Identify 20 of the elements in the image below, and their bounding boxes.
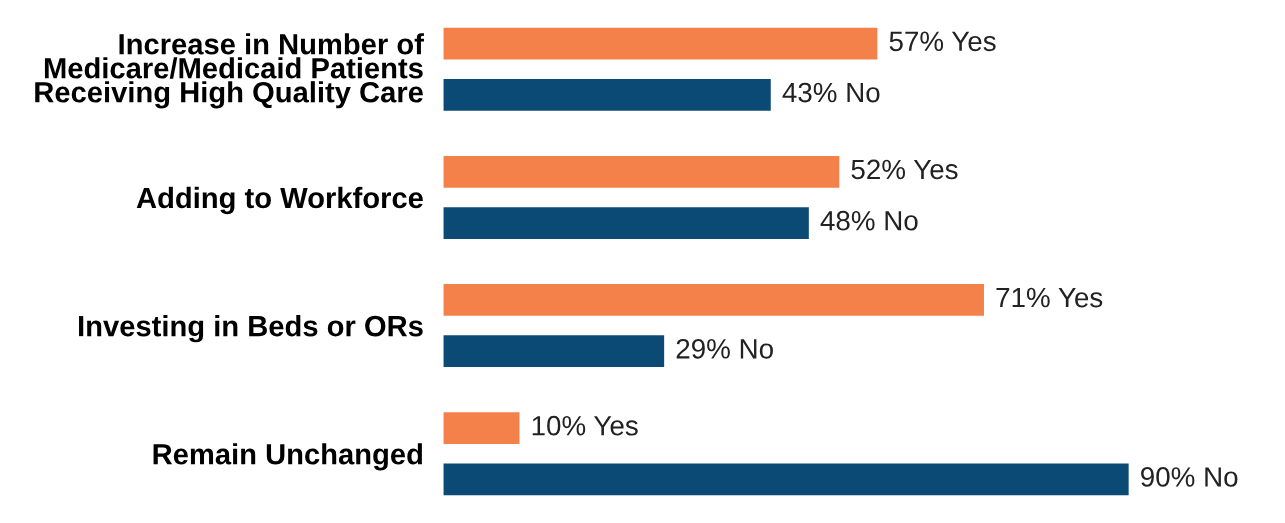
y-tick-label: Remain Unchanged bbox=[153, 443, 422, 471]
bar bbox=[443, 207, 809, 239]
y-tick-label: Investing in Beds or ORs bbox=[79, 315, 423, 343]
y-tick-label: Increase in Number of Medicare/Medicaid Patients Receiving High Quality Care bbox=[35, 33, 424, 109]
bar bbox=[443, 463, 1129, 496]
data-label: 52% Yes bbox=[851, 159, 958, 180]
bar bbox=[443, 412, 520, 444]
bar bbox=[443, 155, 840, 188]
data-label: 43% No bbox=[782, 82, 880, 103]
bar bbox=[443, 284, 984, 316]
y-tick-label: Adding to Workforce bbox=[136, 186, 423, 215]
bar bbox=[443, 79, 771, 111]
bar bbox=[443, 27, 878, 60]
data-label: 71% Yes bbox=[996, 287, 1103, 308]
bar bbox=[443, 335, 665, 368]
data-label: 29% No bbox=[676, 338, 773, 359]
data-label: 57% Yes bbox=[889, 31, 996, 52]
data-label: 10% Yes bbox=[532, 415, 638, 436]
data-label: 48% No bbox=[820, 210, 918, 231]
data-label: 90% No bbox=[1141, 467, 1238, 487]
